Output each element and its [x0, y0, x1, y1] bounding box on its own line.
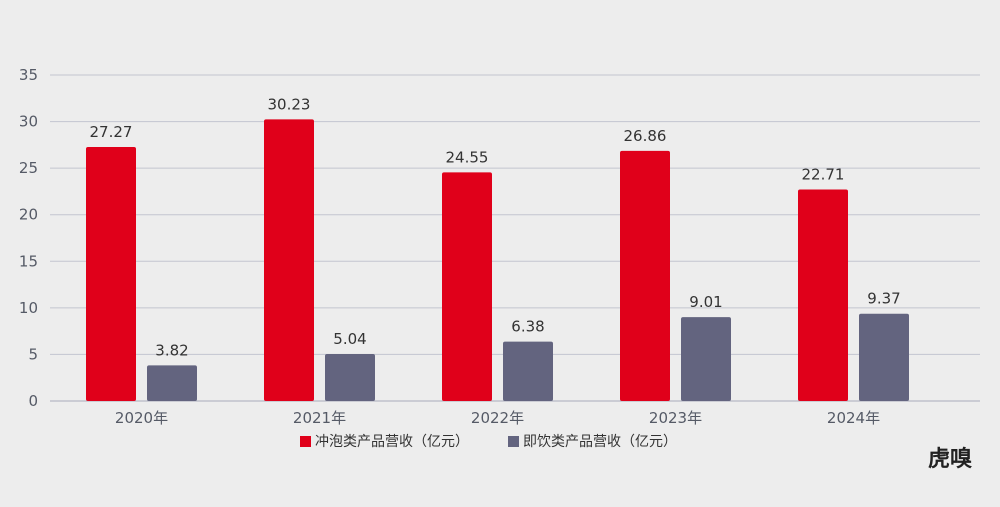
data-label: 24.55: [446, 148, 489, 166]
data-label: 27.27: [90, 123, 133, 141]
bar-rtd-3: [681, 317, 731, 401]
data-label: 6.38: [511, 318, 544, 336]
y-axis-ticks: 0 5 10 15 20 25 30 35: [19, 66, 38, 410]
data-label: 9.37: [867, 290, 900, 308]
y-tick-label: 20: [19, 206, 38, 224]
bar-brewed-2: [442, 172, 492, 401]
y-tick-label: 35: [19, 66, 38, 84]
bar-brewed-1: [264, 119, 314, 402]
legend-swatch: [300, 436, 311, 447]
y-tick-label: 5: [28, 345, 38, 363]
bars: [86, 119, 909, 402]
x-tick-label: 2022年: [471, 409, 524, 427]
bar-brewed-0: [86, 146, 136, 401]
y-tick-label: 30: [19, 113, 38, 131]
bar-brewed-3: [620, 150, 670, 401]
watermark-logo: 虎嗅: [928, 446, 972, 472]
x-tick-label: 2024年: [827, 409, 880, 427]
data-labels: 27.27 3.82 30.23 5.04 24.55 6.38 26.86 9.01 22.7…: [90, 95, 901, 359]
data-label: 3.82: [155, 341, 188, 359]
x-tick-label: 2021年: [293, 409, 346, 427]
data-label: 22.71: [802, 165, 845, 183]
legend-label: 冲泡类产品营收（亿元）: [315, 434, 469, 450]
y-tick-label: 10: [19, 299, 38, 317]
bar-rtd-1: [325, 354, 375, 401]
bar-brewed-4: [798, 189, 848, 401]
bar-rtd-0: [147, 365, 197, 401]
x-tick-label: 2023年: [649, 409, 702, 427]
x-axis-ticks: 2020年 2021年 2022年 2023年 2024年: [115, 409, 880, 427]
y-tick-label: 0: [28, 392, 38, 410]
data-label: 9.01: [689, 293, 722, 311]
data-label: 30.23: [268, 95, 311, 113]
bar-rtd-2: [503, 341, 553, 401]
grid-lines: [50, 74, 980, 402]
data-label: 26.86: [624, 127, 667, 145]
y-tick-label: 25: [19, 159, 38, 177]
legend-swatch: [508, 436, 519, 447]
y-tick-label: 15: [19, 252, 38, 270]
legend: 冲泡类产品营收（亿元） 即饮类产品营收（亿元）: [300, 434, 677, 450]
bar-rtd-4: [859, 313, 909, 401]
x-tick-label: 2020年: [115, 409, 168, 427]
data-label: 5.04: [333, 330, 366, 348]
legend-label: 即饮类产品营收（亿元）: [523, 434, 677, 450]
